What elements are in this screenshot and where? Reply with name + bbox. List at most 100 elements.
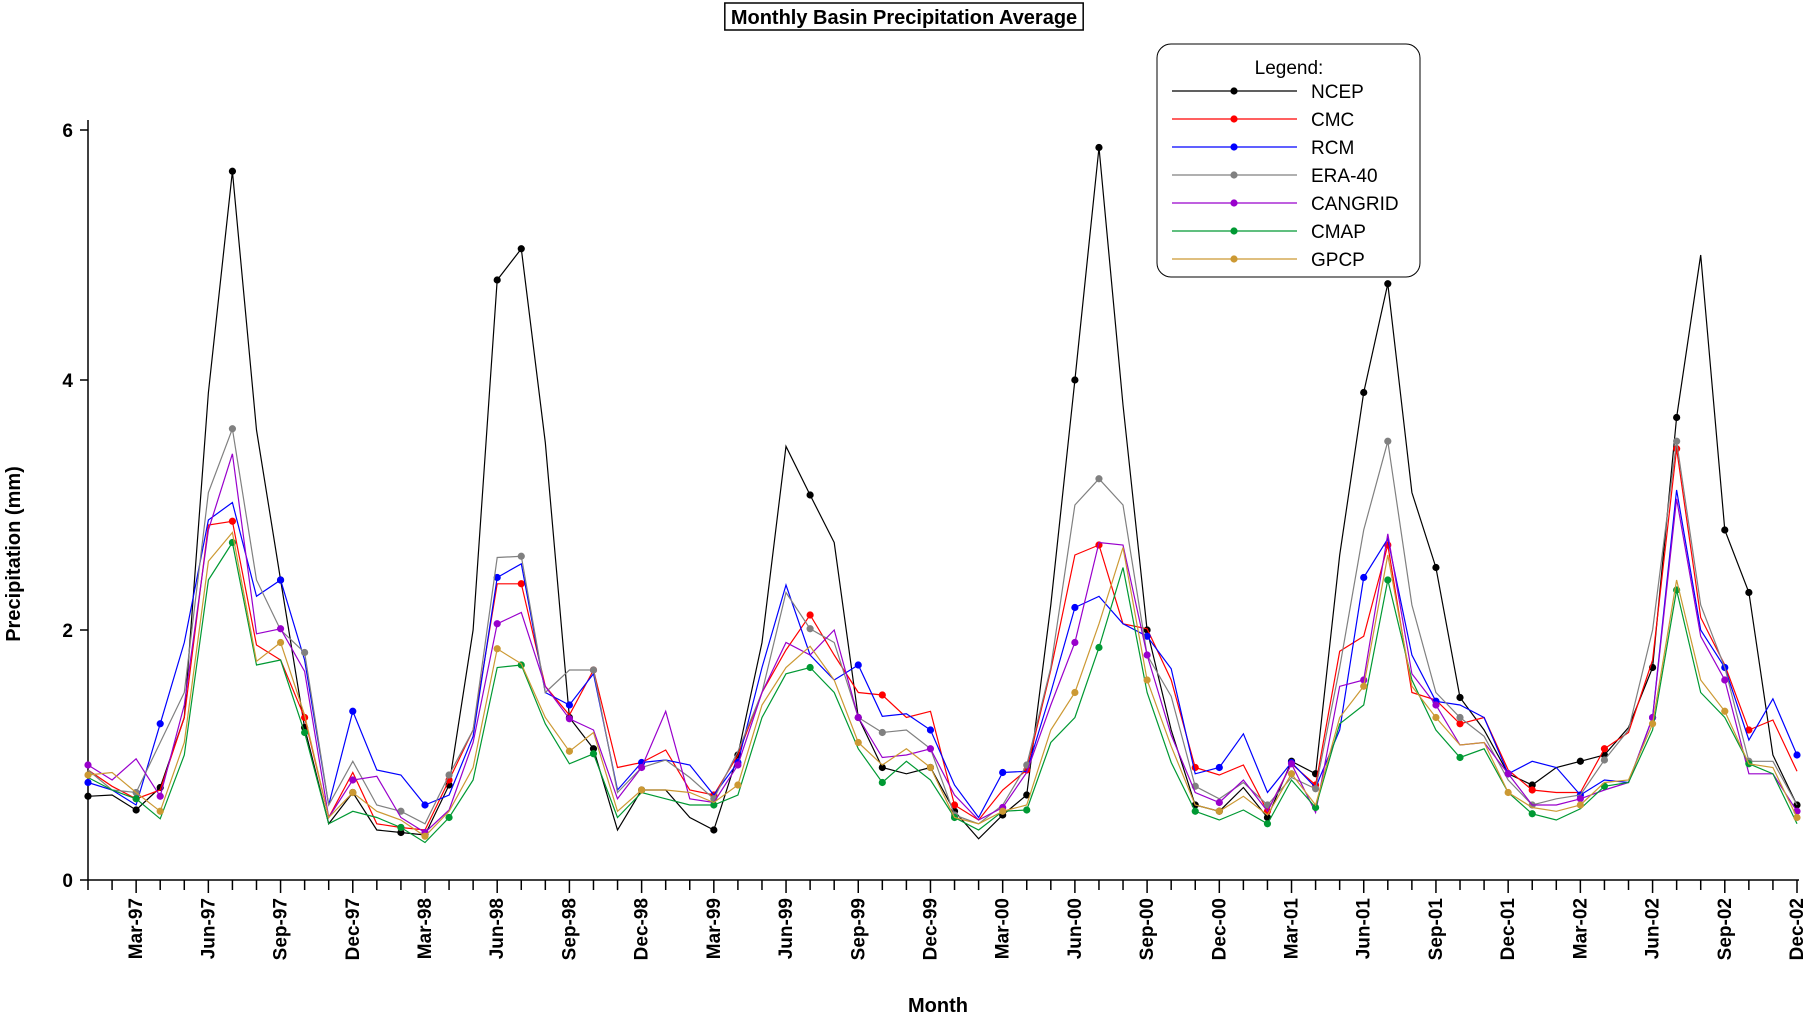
- legend-label: CMC: [1311, 110, 1354, 131]
- data-point: [854, 713, 862, 722]
- data-point: [1215, 763, 1223, 772]
- data-point: [1071, 688, 1079, 697]
- data-point: [589, 666, 598, 674]
- data-point: [565, 715, 574, 723]
- legend-item-cmc: CMC: [1172, 110, 1354, 131]
- data-point: [1143, 632, 1151, 640]
- x-tick-label: Jun-98: [487, 898, 508, 959]
- data-point: [1095, 475, 1103, 483]
- data-point: [565, 701, 574, 709]
- series-line: [87, 426, 1798, 825]
- legend-label: NCEP: [1311, 82, 1364, 103]
- data-point: [228, 167, 237, 175]
- data-point: [806, 611, 814, 619]
- data-point: [878, 778, 886, 787]
- x-tick-label: Mar-99: [704, 898, 725, 959]
- x-tick-label: Jun-97: [198, 898, 219, 959]
- data-point: [1143, 676, 1151, 684]
- data-point: [1793, 813, 1801, 822]
- x-tick-label: Jun-02: [1643, 898, 1664, 959]
- x-tick-label: Mar-98: [415, 898, 436, 959]
- data-point: [1456, 720, 1464, 728]
- data-point: [1023, 791, 1031, 799]
- data-point: [1143, 651, 1151, 659]
- x-tick-label: Dec-97: [343, 898, 364, 960]
- legend-item-cmap: CMAP: [1172, 222, 1366, 243]
- x-tick-label: Mar-00: [993, 898, 1014, 959]
- data-point: [1673, 437, 1681, 445]
- data-point: [1263, 813, 1272, 822]
- x-tick-label: Sep-97: [271, 898, 292, 960]
- series-cangrid: [84, 453, 1801, 837]
- data-point: [1504, 770, 1512, 778]
- data-point: [397, 807, 405, 815]
- data-point: [1600, 756, 1609, 764]
- data-point: [999, 807, 1007, 815]
- legend-title: Legend:: [1255, 58, 1324, 79]
- legend-marker: [1230, 171, 1238, 179]
- data-point: [1023, 806, 1031, 814]
- series-line: [87, 453, 1798, 834]
- data-point: [926, 745, 935, 753]
- data-point: [1432, 701, 1440, 709]
- data-point: [1673, 445, 1681, 453]
- data-point: [397, 828, 405, 837]
- data-point: [1600, 782, 1609, 790]
- data-point: [1071, 376, 1079, 384]
- legend-box: [1156, 43, 1421, 278]
- x-axis-ticks: Mar-97 Jun-97 Sep-97 Dec-97 Mar-98 Jun-98 Sep-…: [87, 880, 1808, 961]
- data-point: [926, 726, 935, 734]
- legend-label: RCM: [1311, 138, 1354, 159]
- data-point: [1191, 807, 1199, 815]
- data-point: [445, 813, 453, 822]
- data-point: [854, 738, 862, 747]
- x-tick-label: Sep-99: [848, 898, 869, 960]
- data-point: [878, 691, 886, 699]
- legend-item-rcm: RCM: [1172, 138, 1354, 159]
- y-axis-ticks: 0 2 4 6: [62, 121, 88, 892]
- legend-label: CMAP: [1311, 222, 1366, 243]
- data-point: [132, 795, 140, 803]
- data-point: [156, 720, 164, 728]
- data-point: [276, 576, 285, 584]
- legend-label: GPCP: [1311, 250, 1365, 271]
- data-point: [1528, 786, 1536, 794]
- y-tick-label: 2: [62, 621, 73, 642]
- x-tick-label: Dec-01: [1498, 898, 1519, 961]
- data-point: [1311, 785, 1320, 793]
- data-point: [1360, 573, 1368, 582]
- data-point: [84, 761, 92, 769]
- axes: [87, 120, 1799, 881]
- legend: Legend: NCEP CMC RCM ERA-40 CANGRID CMAP GPCP: [1156, 43, 1421, 278]
- x-tick-label: Dec-98: [632, 898, 653, 960]
- data-point: [734, 761, 742, 769]
- legend-marker: [1230, 227, 1238, 235]
- data-point: [1095, 143, 1103, 152]
- data-point: [445, 771, 453, 779]
- y-tick-label: 0: [62, 871, 73, 892]
- data-point: [301, 728, 309, 737]
- x-tick-label: Dec-02: [1787, 898, 1808, 960]
- data-point: [517, 245, 525, 253]
- data-point: [1600, 745, 1609, 753]
- data-point: [84, 792, 92, 800]
- data-point: [397, 823, 405, 832]
- data-point: [565, 747, 574, 755]
- legend-item-gpcp: GPCP: [1172, 250, 1365, 271]
- data-point: [878, 763, 886, 772]
- data-point: [1215, 807, 1223, 815]
- series-cmap: [87, 538, 1798, 844]
- data-point: [878, 728, 886, 737]
- data-point: [349, 707, 357, 715]
- data-point: [1456, 693, 1464, 702]
- data-point: [1576, 801, 1584, 809]
- data-point: [638, 786, 646, 794]
- data-point: [1360, 388, 1368, 397]
- data-point: [806, 663, 814, 672]
- x-tick-label: Mar-97: [126, 898, 147, 959]
- y-tick-label: 4: [62, 371, 73, 392]
- x-tick-label: Dec-00: [1209, 898, 1230, 960]
- data-point: [1432, 563, 1440, 572]
- x-axis-label: Month: [908, 995, 968, 1017]
